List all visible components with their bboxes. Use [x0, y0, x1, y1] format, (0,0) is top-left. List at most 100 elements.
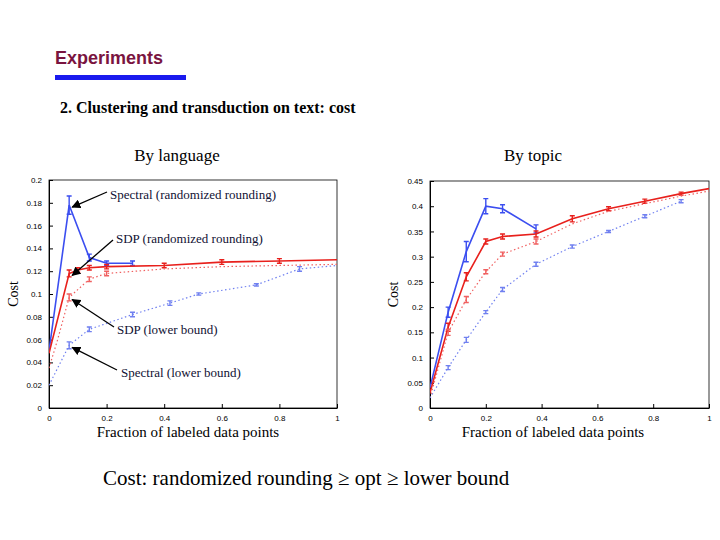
y-tick-label: 0.08	[26, 313, 42, 322]
plot-background	[430, 181, 709, 408]
x-tick-mark	[653, 404, 654, 408]
y-tick-mark	[430, 307, 434, 308]
y-tick: 0	[38, 404, 53, 413]
error-bar	[679, 192, 684, 195]
series-annotation: SDP (lower bound)	[117, 322, 218, 337]
error-bar	[67, 342, 72, 349]
error-bar	[446, 307, 451, 317]
y-tick-label: 0.16	[26, 222, 42, 231]
slide-title: Experiments	[55, 48, 163, 68]
y-tick-label: 0.25	[407, 278, 423, 287]
error-bar	[483, 270, 488, 274]
x-tick-label: 0	[428, 414, 433, 423]
error-bar	[679, 200, 684, 203]
y-tick: 0.2	[412, 303, 434, 312]
error-bar	[446, 366, 451, 370]
x-tick-label: 0.8	[648, 414, 660, 423]
x-axis-title: Fraction of labeled data points	[97, 424, 280, 440]
y-tick: 0.1	[412, 354, 434, 363]
x-tick-label: 0.6	[217, 414, 229, 423]
error-bar	[297, 267, 302, 272]
error-bar	[534, 231, 539, 237]
series-annotation: Spectral (lower bound)	[121, 365, 241, 380]
error-bar	[67, 294, 72, 301]
error-bar	[104, 264, 109, 269]
x-tick: 0.8	[648, 404, 660, 423]
series-line	[49, 266, 337, 386]
y-tick-label: 0.14	[26, 244, 42, 253]
error-bar	[606, 230, 611, 232]
y-tick: 0	[419, 404, 434, 413]
x-tick-label: 1	[335, 414, 340, 423]
y-tick-label: 0.18	[26, 199, 42, 208]
x-tick-label: 0.8	[274, 414, 286, 423]
x-tick: 0.6	[217, 404, 229, 423]
error-bar	[167, 301, 172, 306]
x-tick: 1	[707, 404, 712, 423]
y-tick: 0.2	[31, 176, 53, 185]
error-bar	[219, 260, 224, 265]
error-bar	[483, 311, 488, 314]
x-tick: 0.4	[537, 404, 549, 423]
y-tick: 0.1	[31, 290, 53, 299]
chart: 00.20.40.60.8100.050.10.150.20.250.30.35…	[386, 146, 712, 440]
y-tick-mark	[49, 271, 53, 272]
error-bar	[606, 207, 611, 211]
x-tick-label: 0.4	[537, 414, 549, 423]
error-bar	[277, 259, 282, 264]
annotation-arrow	[72, 192, 107, 207]
error-bar	[464, 297, 469, 303]
error-bar	[500, 234, 505, 239]
y-tick-label: 0.02	[26, 381, 42, 390]
x-tick: 0.2	[102, 404, 114, 423]
x-tick-label: 0.6	[592, 414, 604, 423]
error-bar	[570, 216, 575, 222]
error-bar	[87, 327, 92, 332]
chart: 00.20.40.60.8100.020.040.060.080.10.120.…	[6, 146, 340, 440]
error-bar	[500, 252, 505, 256]
x-tick: 1	[335, 404, 340, 423]
y-tick-label: 0	[38, 404, 43, 413]
slide: Experiments 2. Clustering and transductio…	[0, 0, 720, 540]
y-tick-mark	[430, 257, 434, 258]
x-tick-label: 1	[707, 414, 712, 423]
x-tick-mark	[279, 404, 280, 408]
error-bar	[483, 239, 488, 244]
y-tick-label: 0	[419, 404, 424, 413]
plot-area	[430, 189, 709, 398]
slide-subtitle: 2. Clustering and transduction on text: …	[60, 99, 356, 117]
error-bar	[87, 277, 92, 282]
x-tick-mark	[486, 404, 487, 408]
error-bar	[570, 245, 575, 248]
x-tick: 0.8	[274, 404, 286, 423]
y-tick-label: 0.12	[26, 267, 42, 276]
annotation-arrow	[72, 299, 114, 327]
x-tick-mark	[597, 404, 598, 408]
annotation-arrow	[72, 240, 113, 275]
series-line	[430, 206, 536, 388]
series-line	[49, 264, 337, 368]
x-tick-label: 0.2	[102, 414, 114, 423]
error-bar	[87, 266, 92, 271]
error-bar	[464, 273, 469, 281]
error-bar	[67, 196, 72, 214]
error-bar	[67, 270, 72, 277]
y-tick-mark	[430, 358, 434, 359]
series-annotation: SDP (randomized rounding)	[116, 231, 263, 246]
y-tick-mark	[49, 248, 53, 249]
error-bar	[642, 215, 647, 218]
error-bar	[534, 262, 539, 266]
error-bar	[464, 242, 469, 262]
x-tick-label: 0.4	[159, 414, 171, 423]
y-tick-mark	[49, 203, 53, 204]
y-tick-mark	[49, 317, 53, 318]
y-tick-mark	[430, 206, 434, 207]
series-line	[49, 260, 337, 353]
y-tick: 0.3	[412, 253, 434, 262]
error-bar	[642, 199, 647, 203]
y-tick-label: 0.15	[407, 328, 423, 337]
x-axis-title: Fraction of labeled data points	[462, 424, 645, 440]
series-line	[430, 189, 709, 393]
y-tick-mark	[49, 294, 53, 295]
y-tick-label: 0.05	[407, 379, 423, 388]
